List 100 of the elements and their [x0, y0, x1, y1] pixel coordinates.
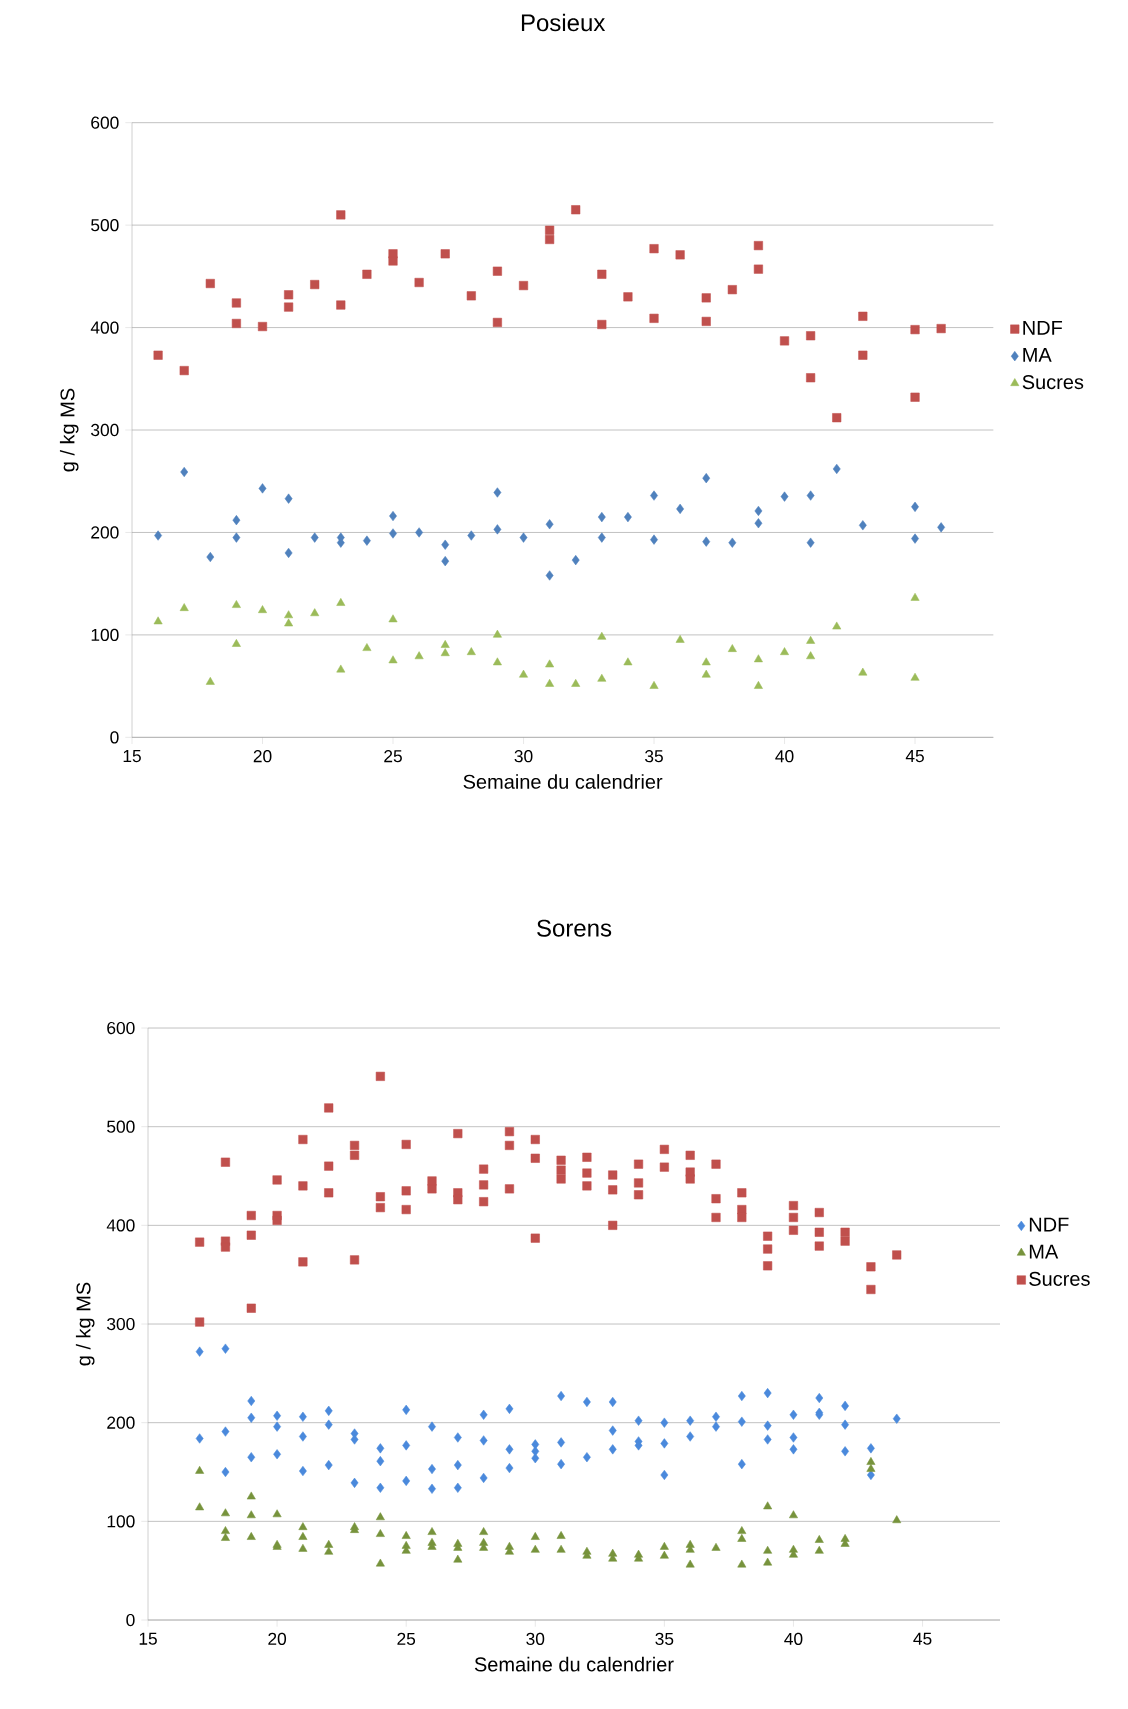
x-tick-label: 25	[397, 1632, 416, 1645]
point	[284, 618, 294, 627]
y-tick-label: 200	[91, 526, 119, 539]
point	[363, 535, 371, 546]
point	[415, 527, 423, 538]
point	[257, 322, 268, 332]
point	[231, 600, 241, 608]
point	[702, 473, 711, 484]
point	[336, 300, 346, 310]
legend-label: MA	[1023, 347, 1052, 362]
point	[258, 483, 267, 494]
point	[362, 269, 372, 279]
point	[597, 673, 607, 682]
point	[806, 635, 816, 644]
point	[545, 234, 555, 244]
point	[676, 503, 684, 514]
point	[858, 311, 868, 321]
point	[571, 679, 581, 687]
point	[675, 634, 685, 643]
point	[232, 532, 241, 543]
point	[597, 319, 607, 330]
point	[519, 532, 528, 543]
x-tick-label: 20	[253, 750, 272, 763]
point	[284, 493, 293, 504]
y-tick-label: 400	[106, 1219, 135, 1232]
point	[597, 269, 607, 279]
point	[649, 313, 659, 323]
x-tick-label: 15	[123, 750, 141, 763]
point	[806, 651, 816, 660]
point	[362, 643, 372, 651]
point	[467, 530, 476, 541]
point	[754, 654, 763, 663]
point	[258, 605, 267, 613]
x-tick-label: 30	[514, 750, 533, 763]
point	[754, 505, 763, 517]
point	[727, 285, 737, 295]
x-axis-title: Semaine du calendrier	[474, 1656, 674, 1672]
point	[806, 490, 815, 501]
point	[493, 487, 502, 498]
legend-label: NDF	[1023, 320, 1063, 335]
point	[780, 647, 789, 655]
point	[284, 610, 294, 619]
legend-label: Sucres	[1022, 374, 1084, 390]
x-tick-label: 35	[645, 750, 663, 763]
x-tick-label: 20	[268, 1632, 287, 1645]
point	[832, 463, 841, 475]
y-axis-title: g / kg MS	[75, 1282, 95, 1366]
point	[466, 647, 476, 655]
y-tick-label: 200	[107, 1416, 135, 1429]
point	[153, 350, 163, 360]
y-tick-label: 500	[91, 218, 119, 232]
point	[284, 290, 294, 300]
point	[336, 598, 346, 606]
point	[753, 264, 763, 274]
point	[205, 278, 215, 289]
point	[310, 532, 319, 543]
y-tick-label: 0	[110, 731, 119, 744]
point	[728, 537, 737, 548]
point	[701, 316, 711, 326]
point	[910, 325, 920, 335]
point	[571, 205, 581, 215]
point	[388, 614, 398, 623]
point	[910, 592, 920, 601]
x-axis-title: Semaine du calendrier	[463, 774, 663, 789]
point	[180, 466, 189, 478]
point	[388, 655, 398, 664]
point	[649, 244, 659, 254]
point	[702, 536, 711, 547]
legend-label: NDF	[1029, 1217, 1069, 1232]
point	[492, 657, 502, 666]
y-tick-label: 100	[91, 628, 119, 642]
y-tick-label: 600	[107, 1021, 135, 1035]
point	[310, 280, 320, 290]
point	[753, 241, 763, 251]
point	[910, 392, 920, 402]
legend-label: MA	[1029, 1244, 1059, 1259]
point	[675, 250, 685, 260]
y-tick-label: 300	[91, 423, 119, 437]
y-tick-label: 500	[107, 1120, 135, 1133]
point	[571, 555, 580, 566]
point	[284, 547, 293, 559]
x-tick-label: 15	[139, 1632, 157, 1645]
point	[441, 539, 450, 550]
point	[650, 490, 658, 501]
point	[597, 631, 607, 640]
point	[336, 664, 346, 673]
point	[545, 519, 554, 530]
point	[806, 331, 816, 341]
point	[936, 324, 946, 334]
point	[911, 533, 919, 544]
point	[624, 512, 632, 523]
point	[780, 491, 789, 502]
point	[754, 518, 763, 529]
point	[153, 616, 163, 625]
point	[937, 522, 946, 533]
point	[649, 681, 659, 689]
point	[727, 644, 737, 652]
point	[910, 672, 920, 681]
y-tick-label: 100	[107, 1515, 135, 1528]
chart-title: Sorens	[537, 919, 612, 937]
